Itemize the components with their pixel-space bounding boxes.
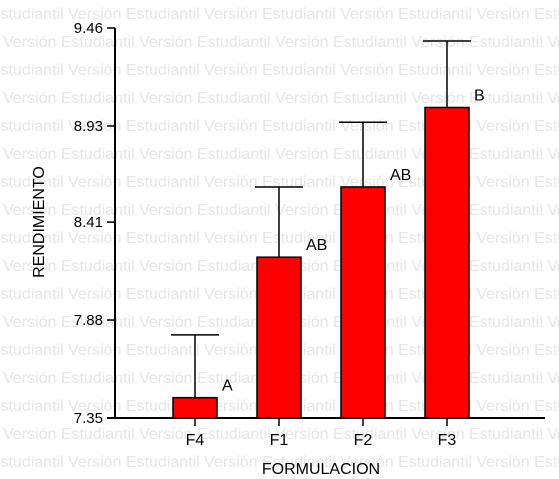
watermark-line: Versión Estudiantil Versión Estudiantil … xyxy=(3,34,559,51)
chart-bars xyxy=(172,106,470,419)
significance-label: B xyxy=(474,87,485,104)
watermark-line: Versión Estudiantil Versión Estudiantil … xyxy=(0,62,559,79)
y-tick-label: 7.88 xyxy=(74,312,103,329)
watermark-line: Versión Estudiantil Versión Estudiantil … xyxy=(0,454,559,471)
bar xyxy=(172,396,218,419)
watermark-line: Versión Estudiantil Versión Estudiantil … xyxy=(3,146,559,163)
watermark-line: Versión Estudiantil Versión Estudiantil … xyxy=(0,174,559,191)
watermark-line: Versión Estudiantil Versión Estudiantil … xyxy=(3,202,559,219)
x-tick-label: F1 xyxy=(270,432,289,449)
significance-label: AB xyxy=(306,237,327,254)
watermark-line: Versión Estudiantil Versión Estudiantil … xyxy=(3,90,559,107)
x-axis-title: FORMULACION xyxy=(262,461,380,478)
x-tick-label: F3 xyxy=(438,432,457,449)
watermark-line: Versión Estudiantil Versión Estudiantil … xyxy=(0,118,559,135)
significance-label: AB xyxy=(390,167,411,184)
x-tick-label: F2 xyxy=(354,432,373,449)
bar xyxy=(256,256,302,419)
y-tick-label: 7.35 xyxy=(74,410,103,427)
significance-label: A xyxy=(222,378,233,395)
watermark-line: Versión Estudiantil Versión Estudiantil … xyxy=(3,426,559,443)
y-axis-title: RENDIMIENTO xyxy=(31,166,48,278)
chart-error-bars xyxy=(171,40,471,398)
watermark-line: Versión Estudiantil Versión Estudiantil … xyxy=(0,6,559,23)
x-tick-label: F4 xyxy=(186,432,205,449)
y-tick-label: 8.41 xyxy=(74,214,103,231)
y-tick-label: 8.93 xyxy=(74,118,103,135)
y-tick-label: 9.46 xyxy=(74,20,103,37)
chart-labels: 7.35 7.88 8.41 8.93 9.46 F4 A F1 AB F2 AB F3 B xyxy=(74,20,485,449)
bar xyxy=(424,106,470,419)
bar xyxy=(340,186,386,419)
